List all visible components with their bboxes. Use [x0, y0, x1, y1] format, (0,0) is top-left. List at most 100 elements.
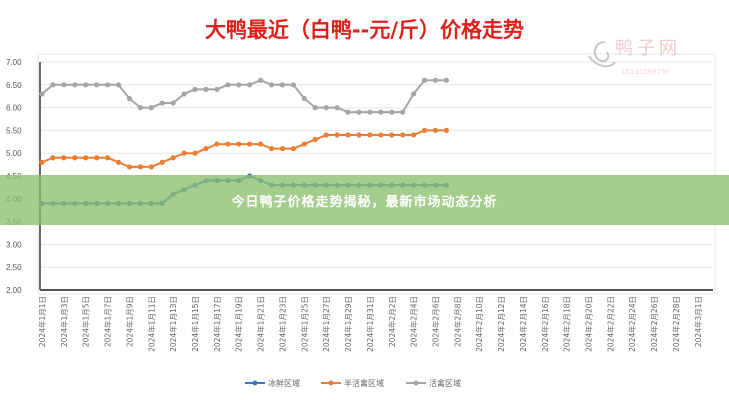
data-point	[400, 132, 406, 138]
data-point	[432, 127, 439, 133]
y-tick-label: 2.00	[6, 286, 22, 295]
x-tick-label: 2024年2月6日	[430, 296, 440, 347]
data-point	[148, 164, 154, 170]
data-point	[104, 82, 111, 88]
data-point	[159, 100, 165, 106]
data-point	[214, 86, 220, 92]
y-tick-label: 6.00	[6, 104, 22, 113]
data-point	[421, 77, 428, 83]
data-point	[378, 109, 384, 115]
watermark-logo: 鸭子网 15131069795	[585, 34, 705, 84]
data-point	[39, 91, 45, 97]
legend-label: 半活禽区域	[344, 378, 384, 388]
data-point	[115, 82, 122, 88]
x-tick-label: 2024年1月3日	[59, 296, 69, 347]
data-point	[94, 82, 100, 88]
y-tick-label: 3.00	[6, 240, 22, 249]
data-point	[170, 155, 176, 161]
data-point	[334, 105, 340, 111]
data-point	[104, 155, 111, 161]
data-point	[432, 77, 439, 83]
x-tick-label: 2024年1月9日	[124, 296, 134, 347]
x-tick-label: 2024年1月1日	[37, 296, 47, 347]
data-point	[279, 82, 286, 88]
data-point	[214, 141, 220, 147]
data-point	[312, 105, 318, 111]
data-point	[115, 159, 122, 165]
chart-title: 大鸭最近（白鸭--元/斤）价格走势	[204, 18, 525, 42]
data-point	[181, 91, 187, 97]
data-point	[83, 155, 89, 161]
data-point	[247, 82, 253, 88]
x-tick-label: 2024年1月15日	[190, 296, 200, 352]
data-point	[367, 109, 373, 115]
x-tick-label: 2024年2月24日	[627, 296, 637, 352]
x-tick-label: 2024年3月1日	[693, 296, 703, 347]
x-tick-label: 2024年2月12日	[496, 296, 506, 352]
data-point	[181, 150, 187, 156]
x-tick-label: 2024年2月26日	[649, 296, 659, 352]
data-point	[258, 77, 264, 83]
data-point	[345, 109, 351, 115]
legend-marker	[252, 380, 258, 386]
data-point	[126, 164, 133, 170]
data-point	[290, 146, 296, 152]
x-tick-label: 2024年1月19日	[234, 296, 244, 352]
x-tick-label: 2024年1月31日	[365, 296, 375, 352]
data-point	[50, 82, 56, 88]
data-point	[290, 82, 296, 88]
legend-marker	[328, 380, 334, 386]
data-point	[301, 141, 307, 147]
y-tick-label: 6.50	[6, 81, 22, 90]
data-point	[72, 82, 78, 88]
data-point	[443, 127, 450, 133]
legend-marker	[413, 380, 419, 386]
data-point	[367, 132, 373, 138]
data-point	[236, 141, 242, 147]
data-point	[137, 164, 143, 170]
data-point	[192, 86, 198, 92]
x-tick-label: 2024年1月25日	[299, 296, 309, 352]
x-tick-label: 2024年2月2日	[387, 296, 397, 347]
headline-text: 今日鸭子价格走势揭秘，最新市场动态分析	[231, 194, 498, 210]
x-tick-label: 2024年2月16日	[540, 296, 550, 352]
data-point	[443, 77, 450, 83]
data-point	[268, 82, 275, 88]
x-tick-label: 2024年2月8日	[452, 296, 462, 347]
data-point	[378, 132, 384, 138]
data-point	[323, 132, 329, 138]
legend-label: 冰鲜区域	[268, 378, 300, 388]
data-point	[236, 82, 242, 88]
data-point	[389, 109, 395, 115]
data-point	[50, 155, 56, 161]
x-tick-label: 2024年1月23日	[277, 296, 287, 352]
x-tick-label: 2024年1月11日	[146, 296, 156, 352]
legend-label: 活禽区域	[429, 378, 461, 388]
x-tick-label: 2024年1月13日	[168, 296, 178, 352]
data-point	[301, 95, 307, 102]
y-tick-label: 7.00	[6, 58, 22, 67]
watermark-phone: 15131069795	[621, 68, 670, 76]
series-line-半活禽区域	[41, 129, 447, 168]
watermark-name: 鸭子网	[615, 38, 681, 59]
data-point	[39, 159, 45, 165]
x-tick-label: 2024年1月27日	[321, 296, 331, 352]
data-point	[421, 127, 428, 133]
data-point	[159, 159, 165, 165]
data-point	[225, 141, 231, 147]
data-point	[94, 155, 100, 161]
data-point	[279, 146, 286, 152]
data-point	[389, 132, 395, 138]
x-tick-label: 2024年2月18日	[562, 296, 572, 352]
data-point	[192, 150, 198, 156]
y-tick-label: 5.00	[6, 149, 22, 158]
data-point	[225, 82, 231, 88]
x-tick-label: 2024年1月17日	[212, 296, 222, 352]
data-point	[148, 105, 154, 111]
x-tick-label: 2024年2月22日	[605, 296, 615, 352]
x-tick-label: 2024年1月29日	[343, 296, 353, 352]
y-tick-label: 2.50	[6, 263, 22, 272]
plot-frame	[37, 53, 716, 295]
data-point	[312, 136, 318, 143]
data-point	[323, 105, 329, 111]
